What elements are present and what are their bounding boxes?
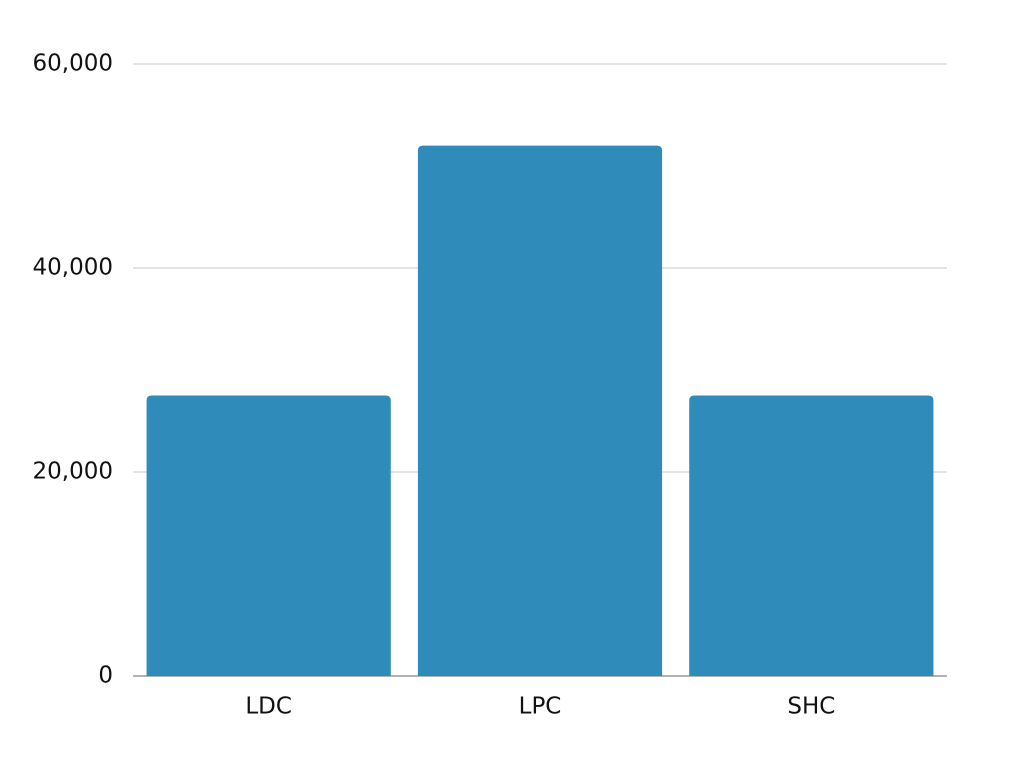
bar (417, 145, 663, 677)
x-tick-label: LPC (519, 694, 562, 720)
y-tick-label: 0 (98, 663, 113, 689)
y-tick-label: 20,000 (33, 459, 113, 485)
bar (689, 395, 934, 676)
bar (146, 395, 391, 676)
y-tick-label: 60,000 (33, 51, 113, 77)
x-tick-label: SHC (787, 694, 835, 720)
y-tick-label: 40,000 (33, 255, 113, 281)
x-tick-label: LDC (245, 694, 292, 720)
